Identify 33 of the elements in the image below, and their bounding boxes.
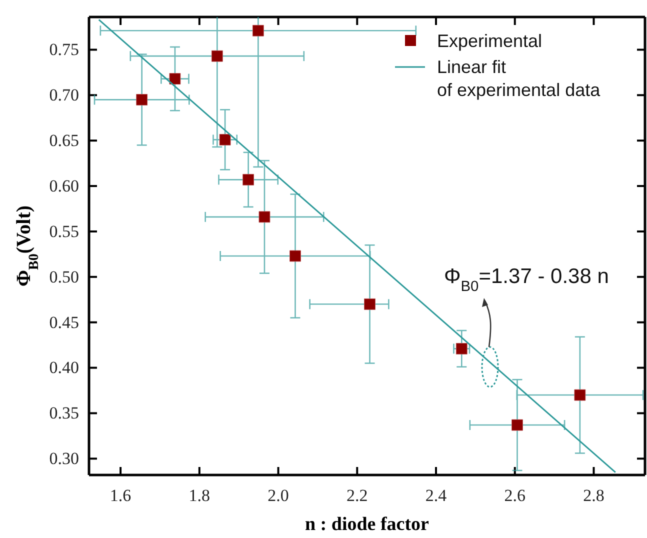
y-tick-label: 0.35	[49, 404, 79, 423]
x-tick-label: 2.0	[268, 486, 289, 506]
y-tick-label: 0.70	[49, 86, 79, 105]
annotation: Φ$_{B0}$=1.37 - 0.38 n	[444, 265, 609, 295]
y-tick-label: 0.65	[49, 131, 79, 150]
y-tick-label: 0.40	[49, 358, 79, 378]
point	[219, 134, 231, 146]
y-tick-label: 0.50	[49, 267, 79, 286]
point	[242, 174, 254, 186]
point	[258, 211, 270, 223]
x-tick-label: 2.6	[504, 486, 526, 506]
point	[211, 50, 223, 62]
point	[290, 250, 301, 262]
legend-label: Experimental	[437, 31, 542, 51]
y-tick-label: 0.45	[49, 312, 79, 332]
x-tick-label: 2.8	[583, 486, 604, 506]
y-tick-label: 0.30	[49, 449, 79, 468]
y-tick-label: 0.55	[49, 222, 79, 241]
x-tick-label: 1.6	[110, 486, 132, 506]
x-axis-title: n : diode factor	[304, 514, 430, 535]
point	[252, 24, 264, 36]
x-tick-label: 2.2	[346, 486, 368, 506]
point	[169, 73, 181, 85]
point	[364, 298, 376, 310]
point	[136, 94, 148, 106]
point	[574, 389, 586, 401]
y-tick-label: 0.60	[49, 176, 79, 196]
point	[456, 342, 468, 354]
x-tick-label: 2.4	[425, 486, 448, 506]
y-tick-label: 0.75	[49, 40, 79, 60]
point	[512, 419, 523, 431]
legend-label: Linear fit of experimental data	[437, 57, 602, 100]
x-tick-label: 1.8	[188, 486, 210, 506]
